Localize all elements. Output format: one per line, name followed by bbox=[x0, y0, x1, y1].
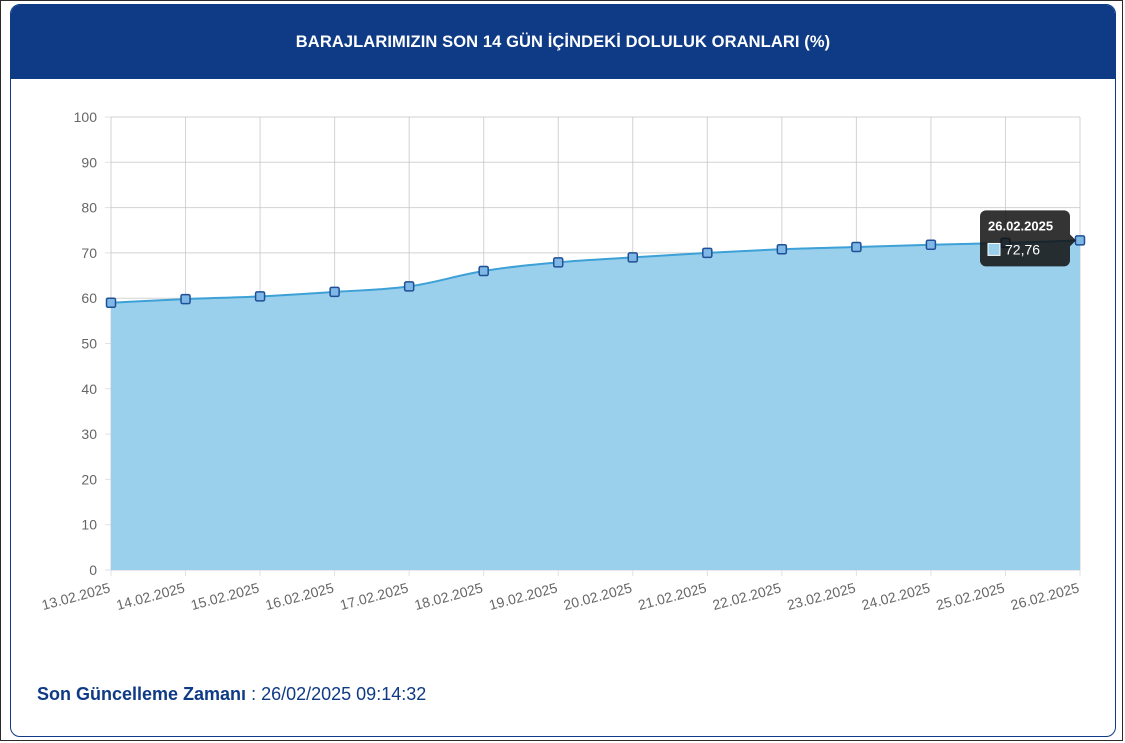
x-tick-label: 18.02.2025 bbox=[413, 579, 485, 613]
y-tick-label: 0 bbox=[89, 562, 97, 578]
last-update-separator: : bbox=[246, 684, 262, 704]
x-tick-label: 16.02.2025 bbox=[264, 579, 336, 613]
y-tick-label: 90 bbox=[81, 154, 97, 170]
y-tick-label: 60 bbox=[81, 290, 97, 306]
x-tick-label: 15.02.2025 bbox=[189, 579, 261, 613]
y-tick-label: 50 bbox=[81, 336, 97, 352]
area-series-line bbox=[110, 239, 1081, 304]
x-tick-label: 17.02.2025 bbox=[338, 579, 410, 613]
data-point-16.02.2025[interactable] bbox=[329, 286, 340, 298]
y-tick-label: 100 bbox=[74, 109, 98, 125]
y-tick-label: 10 bbox=[81, 517, 97, 533]
last-update-value: 26/02/2025 09:14:32 bbox=[261, 684, 427, 704]
y-tick-label: 20 bbox=[81, 471, 97, 487]
y-tick-label: 80 bbox=[81, 200, 97, 216]
x-tick-label: 25.02.2025 bbox=[934, 579, 1006, 613]
data-point-26.02.2025[interactable] bbox=[1074, 235, 1086, 246]
x-tick-label: 24.02.2025 bbox=[860, 579, 932, 613]
x-tick-label: 21.02.2025 bbox=[636, 579, 708, 613]
y-tick-label: 40 bbox=[81, 381, 97, 397]
last-update: Son Güncelleme Zamanı : 26/02/2025 09:14… bbox=[37, 684, 426, 705]
data-point-13.02.2025[interactable] bbox=[105, 297, 117, 308]
area-series-fill bbox=[111, 240, 1080, 570]
x-tick-label: 19.02.2025 bbox=[487, 579, 559, 613]
y-tick-label: 30 bbox=[81, 426, 97, 442]
x-tick-label: 20.02.2025 bbox=[562, 579, 634, 613]
last-update-label: Son Güncelleme Zamanı bbox=[37, 684, 247, 704]
data-point-21.02.2025[interactable] bbox=[702, 247, 713, 259]
data-point-15.02.2025[interactable] bbox=[254, 291, 266, 302]
x-tick-label: 14.02.2025 bbox=[114, 579, 186, 613]
tooltip-value: 72,76 bbox=[1005, 241, 1040, 257]
tooltip-title: 26.02.2025 bbox=[988, 218, 1053, 233]
x-axis-ticks: 13.02.2025 14.02.2025 15.02.2025 16.02.2025… bbox=[40, 579, 1081, 613]
data-points bbox=[105, 235, 1086, 308]
x-tick-label: 26.02.2025 bbox=[1009, 579, 1081, 613]
data-point-17.02.2025[interactable] bbox=[403, 281, 415, 292]
tooltip-caret bbox=[1070, 234, 1076, 247]
x-tick-label: 13.02.2025 bbox=[40, 579, 112, 613]
y-tick-label: 70 bbox=[81, 245, 97, 261]
data-point-20.02.2025[interactable] bbox=[627, 252, 639, 263]
x-tick-label: 22.02.2025 bbox=[711, 579, 783, 613]
data-point-19.02.2025[interactable] bbox=[552, 257, 564, 268]
chart-tooltip: 26.02.2025 72,76 bbox=[980, 210, 1076, 267]
data-point-18.02.2025[interactable] bbox=[478, 265, 489, 277]
y-axis-ticks: 0 10 20 30 40 50 60 70 80 90 100 bbox=[74, 109, 98, 578]
x-tick-label: 23.02.2025 bbox=[785, 579, 857, 613]
chart-title: BARAJLARIMIZIN SON 14 GÜN İÇİNDEKİ DOLUL… bbox=[295, 32, 831, 51]
data-point-24.02.2025[interactable] bbox=[925, 239, 937, 250]
data-point-23.02.2025[interactable] bbox=[851, 241, 862, 253]
tooltip-swatch bbox=[987, 242, 1001, 256]
tooltip-background bbox=[980, 210, 1070, 267]
card-header: BARAJLARIMIZIN SON 14 GÜN İÇİNDEKİ DOLUL… bbox=[11, 5, 1115, 79]
data-point-14.02.2025[interactable] bbox=[180, 293, 191, 305]
data-point-22.02.2025[interactable] bbox=[776, 244, 788, 255]
